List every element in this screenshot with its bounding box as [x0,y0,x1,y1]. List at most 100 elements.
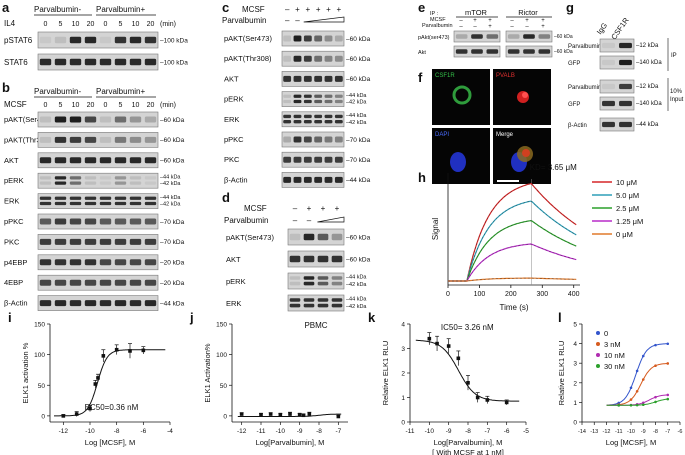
panel-letter-c: c [222,0,229,15]
band [69,300,82,307]
kda-label: –60 kDa [346,36,371,43]
blot-c-7 [281,172,345,188]
blot-background [37,295,159,311]
kda-label: –60 kDa [346,256,371,263]
panel-letter-f: f [418,70,423,85]
y-tick-label: 5 [573,322,577,329]
blot-background [37,132,159,148]
band [84,36,97,44]
band [69,181,82,185]
band [39,36,52,44]
blot-label: 4EBP [4,278,23,287]
band [69,279,82,286]
band [314,176,323,183]
band [334,55,343,62]
data-point [114,347,119,352]
band [324,136,333,143]
blot-g-1 [599,55,635,70]
band [293,75,302,82]
band [54,116,67,123]
blot-g-2 [599,79,635,94]
y-tick-label: 100 [34,352,45,359]
time-label: 20 [147,21,155,28]
band [69,116,82,123]
y-tick-label: 2 [401,371,405,378]
data-point [666,342,670,346]
blot-label: ERK [226,299,241,308]
band [54,218,67,225]
band [54,300,67,307]
y-tick-label: 0 [401,420,405,427]
x-tick-label: -12 [237,428,247,435]
time-label: 20 [147,102,155,109]
blot-label: pAKT(Thr308) [4,135,52,144]
band [324,99,333,104]
blot-label: pPKC [4,217,24,226]
sign: – [510,24,514,30]
sign: – [510,18,514,24]
x-tick-label: -7 [484,428,490,435]
band [324,55,333,62]
blot-label: pERK [224,95,244,104]
band [144,36,157,44]
band [84,238,97,245]
blot-background [37,152,159,169]
band [283,35,292,42]
blot-background [37,172,159,189]
blot-label: Akt [418,50,426,56]
row-label-parvalbumin: Parvalbumin [422,23,453,29]
data-point [666,397,670,401]
fit-curve [237,413,342,417]
blot-e-mtor-1 [453,45,501,58]
x-tick-label: -11 [615,429,623,435]
legend-label: 0 μM [616,230,633,239]
band [314,94,323,98]
blot-label: pAKT(Ser473) [4,115,52,124]
band [39,58,52,66]
panel-letter-h: h [418,170,426,185]
band [334,94,343,98]
x-tick-label: -13 [590,429,598,435]
data-point [504,400,509,405]
band [69,58,82,66]
blot-label: pAKT(Thr308) [224,54,272,63]
band [331,276,343,280]
band [303,276,315,280]
band [54,181,67,185]
data-point [268,412,273,416]
band [99,58,112,66]
kda-label: –100 kDa [160,59,188,66]
band [99,181,112,185]
band [523,34,535,39]
band [144,196,157,200]
tile-label: Merge [496,132,514,138]
blot-6 [37,234,159,250]
time-label: 5 [119,102,123,109]
band [619,100,632,107]
band [129,196,142,200]
data-point [101,354,106,358]
blot-e-mtor-0 [453,30,501,43]
blot-background [37,111,159,128]
band [84,300,97,307]
time-label: 0 [104,21,108,28]
legend-label: 10 nM [604,351,625,360]
blot-e-rictor-0 [505,30,553,43]
band [334,75,343,82]
y-axis-label: ELK1 Activation% [203,343,212,403]
blot-label: ERK [224,115,239,124]
kda-label: –44 kDa [346,93,367,99]
band [317,233,329,241]
data-point [88,406,92,411]
band [54,176,67,180]
band [334,120,343,124]
blot-background [287,272,345,290]
blot-label: p4EBP [4,258,27,267]
x-tick-label: -11 [257,428,266,435]
legend-label: 30 nM [604,362,625,371]
band [99,157,112,164]
band [289,255,301,263]
panel-letter-j: j [189,310,194,325]
series-0 [448,182,577,282]
band [293,176,302,183]
